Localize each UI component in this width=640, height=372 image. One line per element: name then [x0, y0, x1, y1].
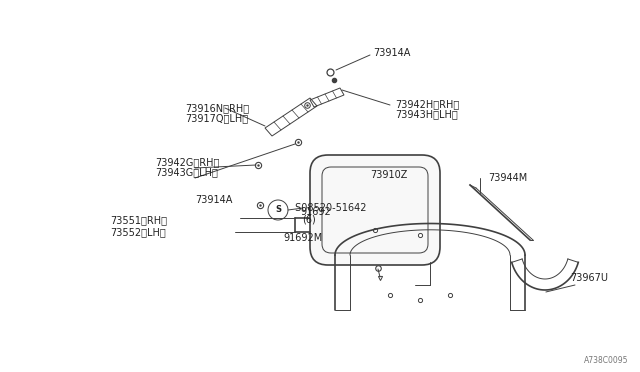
- Text: S: S: [275, 205, 281, 215]
- Text: 73910Z: 73910Z: [370, 170, 408, 180]
- Text: 73914A: 73914A: [373, 48, 410, 58]
- Text: 73914A: 73914A: [195, 195, 232, 205]
- Text: 73551〈RH〉: 73551〈RH〉: [110, 215, 167, 225]
- Text: 73917Q〈LH〉: 73917Q〈LH〉: [185, 113, 248, 123]
- FancyBboxPatch shape: [310, 155, 440, 265]
- Text: 91692M: 91692M: [283, 233, 323, 243]
- Text: 73967U: 73967U: [570, 273, 608, 283]
- Text: 73552〈LH〉: 73552〈LH〉: [110, 227, 166, 237]
- Text: 73942G〈RH〉: 73942G〈RH〉: [155, 157, 220, 167]
- Text: (6): (6): [302, 215, 316, 225]
- Text: 73916N〈RH〉: 73916N〈RH〉: [185, 103, 249, 113]
- Text: A738C0095: A738C0095: [584, 356, 628, 365]
- Text: 91692: 91692: [300, 207, 331, 217]
- Text: 73943G〈LH〉: 73943G〈LH〉: [155, 167, 218, 177]
- Text: 73942H〈RH〉: 73942H〈RH〉: [395, 99, 460, 109]
- Text: S08520-51642: S08520-51642: [292, 203, 367, 213]
- Text: 73944M: 73944M: [488, 173, 527, 183]
- Text: 73943H〈LH〉: 73943H〈LH〉: [395, 109, 458, 119]
